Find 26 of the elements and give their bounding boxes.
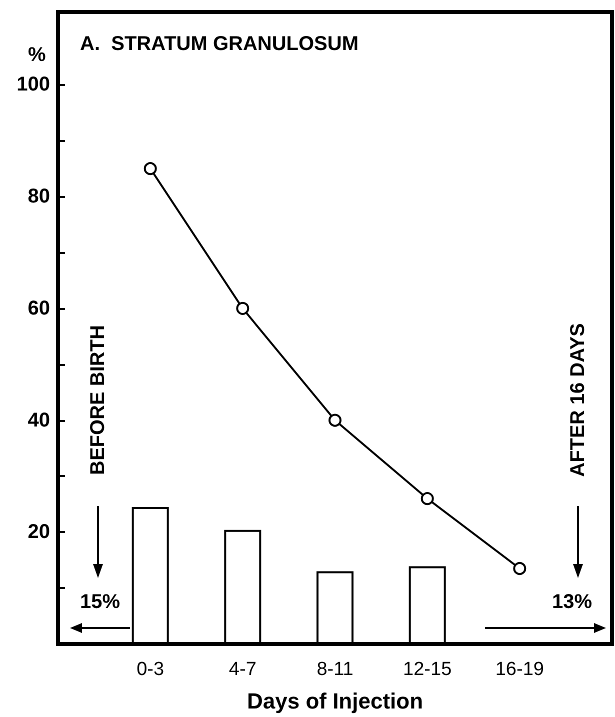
y-tick-label: 60 — [28, 297, 50, 320]
point — [420, 492, 434, 506]
annotation: 13% — [552, 591, 592, 613]
y-tick-label: 20 — [28, 521, 50, 544]
point — [144, 162, 157, 176]
y-tick-label: 100 — [16, 74, 50, 96]
x-tick-label: 12-15 — [403, 659, 452, 680]
annotation: BEFORE BIRTH — [87, 325, 109, 475]
bar — [316, 571, 354, 644]
bar — [408, 566, 446, 644]
bar — [224, 530, 262, 644]
x-axis-title: Days of Injection — [246, 688, 424, 714]
x-tick-label: 16-19 — [495, 659, 544, 680]
x-tick-label: 8-11 — [316, 659, 354, 680]
bar — [132, 506, 169, 644]
point — [328, 414, 342, 427]
x-tick-label: 4-7 — [228, 659, 256, 680]
point — [236, 302, 250, 315]
y-axis-title: % — [28, 44, 46, 66]
text: A. STRATUM GRANULOSUM — [80, 33, 358, 55]
annotation: AFTER 16 DAYS — [567, 323, 589, 477]
y-tick-label: 80 — [28, 186, 50, 208]
x-tick-label: 0-3 — [136, 659, 164, 680]
annotation: 15% — [80, 591, 120, 613]
point — [513, 562, 526, 575]
y-tick-label: 40 — [28, 409, 50, 432]
